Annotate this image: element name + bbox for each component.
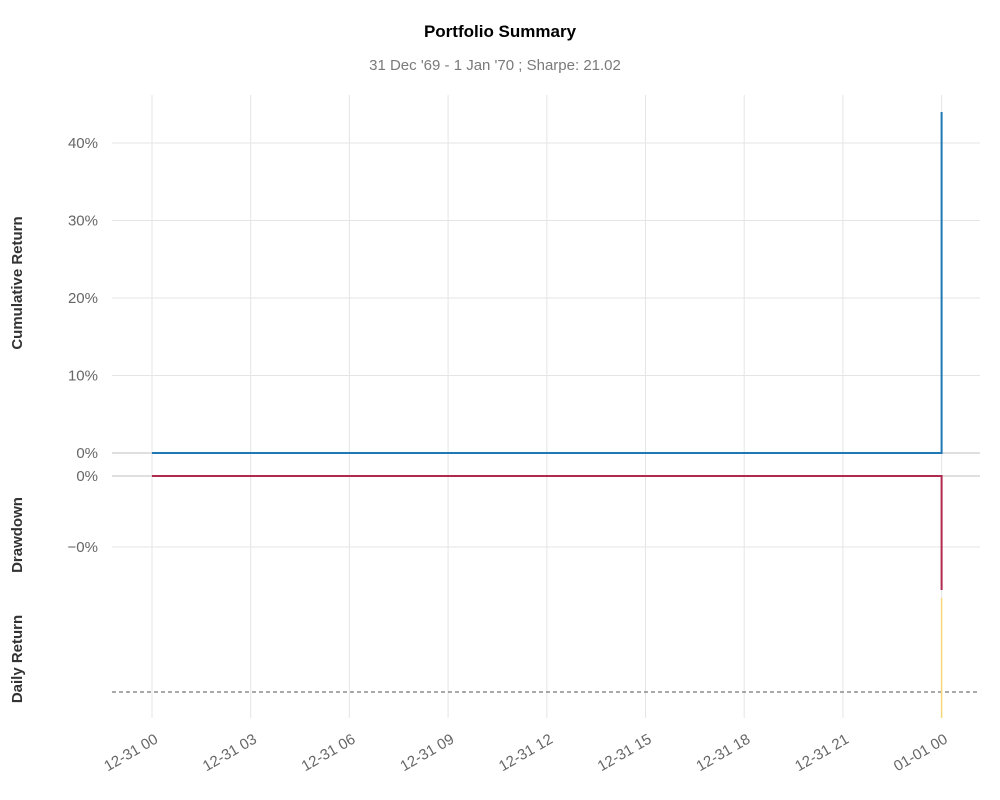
- y-tick-label: 20%: [68, 290, 98, 307]
- series-layer: [152, 112, 943, 718]
- grid-layer: [112, 95, 980, 718]
- x-ticks: 12-31 00 12-31 03 12-31 06 12-31 09 12-31 12…: [101, 731, 950, 775]
- y-axis-label-cumulative-return: Cumulative Return: [9, 216, 26, 349]
- x-tick-label: 12-31 00: [101, 731, 161, 775]
- y-tick-label: 10%: [68, 368, 98, 385]
- y-axis-label-drawdown: Drawdown: [9, 497, 26, 573]
- x-tick-label: 12-31 21: [792, 731, 852, 775]
- y-tick-label: 0%: [76, 468, 98, 485]
- x-tick-label: 12-31 12: [496, 731, 556, 775]
- chart-subtitle: 31 Dec '69 - 1 Jan '70 ; Sharpe: 21.02: [369, 57, 621, 74]
- y-tick-label: 30%: [68, 213, 98, 230]
- y-tick-label: −0%: [68, 539, 98, 556]
- y-tick-label: 0%: [76, 445, 98, 462]
- y-tick-label: 40%: [68, 135, 98, 152]
- y-axis-label-daily-return: Daily Return: [9, 615, 26, 703]
- y-ticks: 0% 10% 20% 30% 40% 0% −0%: [68, 135, 98, 556]
- x-tick-label: 12-31 03: [200, 731, 260, 775]
- x-tick-label: 12-31 09: [397, 731, 457, 775]
- cumulative-return-line: [152, 112, 943, 454]
- drawdown-line: [152, 475, 943, 590]
- chart-title: Portfolio Summary: [424, 22, 577, 41]
- x-tick-label: 01-01 00: [891, 731, 951, 775]
- x-tick-label: 12-31 15: [595, 731, 655, 775]
- x-tick-label: 12-31 18: [693, 731, 753, 775]
- x-tick-label: 12-31 06: [299, 731, 359, 775]
